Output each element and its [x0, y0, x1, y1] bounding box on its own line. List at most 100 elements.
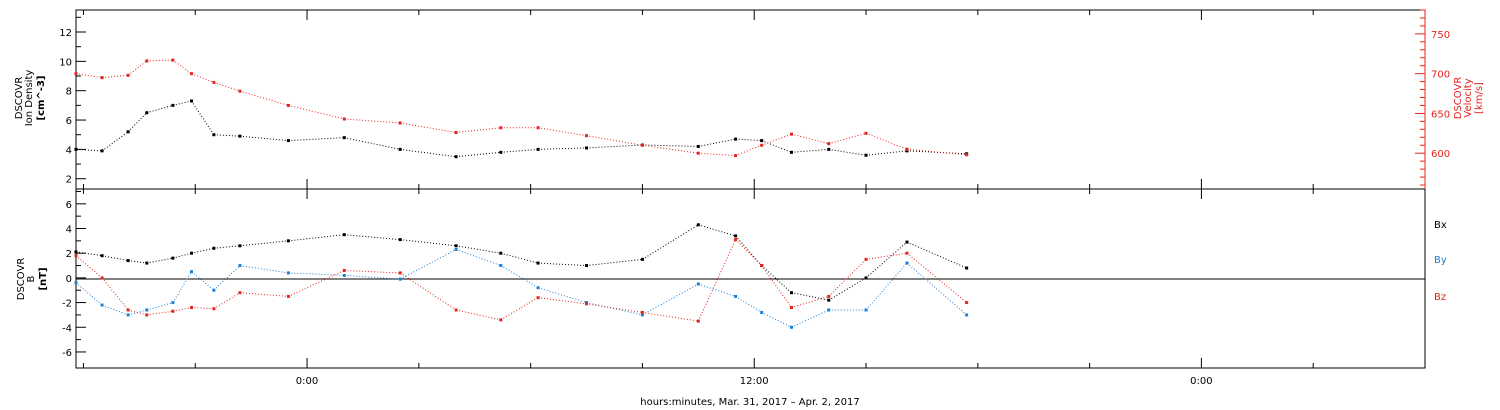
trace-By	[761, 312, 792, 328]
trace-Bz	[761, 265, 792, 308]
trace-By	[455, 249, 501, 267]
trace-density	[456, 151, 501, 158]
trace-Bx	[101, 255, 129, 262]
point-Bz	[74, 254, 78, 258]
trace-Bz	[865, 252, 908, 260]
trace-By	[213, 265, 241, 291]
trace-Bx	[828, 277, 867, 301]
trace-By	[191, 271, 215, 291]
trace-velocity	[538, 127, 587, 137]
trace-density	[344, 137, 401, 150]
trace-density	[500, 148, 539, 153]
trace-Bx	[538, 262, 587, 267]
trace-velocity	[213, 81, 241, 92]
trace-velocity	[400, 122, 457, 134]
trace-By	[865, 262, 908, 311]
trace-density	[239, 135, 289, 142]
trace-Bx	[191, 247, 214, 254]
data-points	[74, 58, 969, 329]
x-tick-label-0: 0:00	[296, 376, 318, 387]
trace-Bz	[344, 269, 401, 274]
y-tick-label-1-2: -2	[62, 299, 72, 310]
trace-density	[400, 148, 457, 158]
trace-density	[101, 131, 129, 152]
y-tick-label-1-1: -4	[62, 323, 72, 334]
trace-By	[537, 287, 587, 304]
point-Bz	[965, 301, 969, 305]
trace-density	[288, 137, 345, 142]
trace-velocity	[127, 60, 148, 76]
trace-density	[191, 100, 215, 135]
trace-Bx	[172, 252, 192, 259]
velocity-ylabel-line1: DSCOVR	[1453, 77, 1464, 120]
trace-Bz	[101, 277, 129, 311]
y-tick-label-1-5: 4	[66, 225, 72, 236]
trace-Bz	[500, 297, 539, 321]
trace-Bz	[172, 307, 192, 312]
trace-Bx	[642, 224, 699, 260]
trace-Bz	[642, 311, 699, 322]
trace-velocity	[456, 127, 501, 134]
trace-Bz	[75, 255, 103, 279]
trace-Bz	[906, 252, 967, 303]
x-axis-title: hours:minutes, Mar. 31, 2017 – Apr. 2, 2…	[640, 397, 859, 408]
bfield-ylabel-line3: [nT]	[38, 267, 49, 290]
trace-velocity	[75, 73, 103, 79]
trace-density	[172, 100, 192, 106]
trace-By	[75, 282, 103, 306]
trace-Bz	[828, 259, 867, 297]
trace-density	[865, 150, 908, 156]
y-tick-label-0-0: 2	[66, 175, 72, 186]
trace-Bx	[906, 241, 967, 269]
trace-velocity	[344, 118, 401, 124]
trace-density	[698, 138, 736, 147]
trace-By	[586, 302, 643, 316]
legend-bx: Bx	[1434, 220, 1447, 231]
velocity-ylabel-line2: Velocity	[1463, 78, 1474, 117]
trace-velocity	[791, 133, 829, 145]
y2-tick-label-3: 750	[1431, 30, 1450, 41]
trace-velocity	[172, 59, 192, 75]
trace-velocity	[906, 148, 967, 156]
density-velocity-panel-frame	[75, 9, 1426, 190]
trace-Bz	[213, 292, 241, 310]
trace-By	[698, 283, 736, 297]
trace-Bx	[865, 241, 908, 279]
trace-By	[791, 309, 829, 328]
trace-Bz	[288, 270, 345, 297]
trace-velocity	[698, 152, 736, 157]
velocity-ylabel-line3: [km/s]	[1474, 82, 1485, 114]
trace-Bz	[128, 309, 147, 316]
trace-Bx	[735, 235, 763, 266]
trace-Bz	[146, 310, 173, 316]
trace-Bx	[500, 252, 539, 264]
trace-By	[239, 265, 289, 274]
y-tick-label-1-0: -6	[62, 348, 72, 359]
trace-velocity	[239, 90, 289, 106]
trace-density	[127, 112, 148, 133]
trace-density	[828, 148, 867, 156]
density-ylabel-line2: Ion Density	[24, 70, 35, 127]
y-tick-label-1-3: 0	[66, 274, 72, 285]
trace-Bx	[761, 265, 792, 294]
trace-velocity	[735, 144, 762, 157]
trace-Bz	[697, 239, 737, 322]
trace-Bx	[146, 257, 173, 264]
legend-by: By	[1434, 255, 1447, 266]
trace-Bx	[128, 260, 147, 264]
trace-Bz	[399, 272, 457, 311]
trace-By	[101, 304, 129, 316]
trace-By	[288, 272, 345, 276]
bfield-ylabel-line1: DSCOVR	[16, 258, 27, 301]
trace-Bz	[586, 303, 643, 313]
trace-By	[642, 283, 699, 316]
trace-density	[586, 144, 643, 149]
y2-tick-label-2: 700	[1431, 70, 1450, 81]
trace-Bx	[344, 234, 401, 241]
trace-By	[399, 249, 457, 280]
y2-tick-label-1: 650	[1431, 109, 1450, 120]
trace-By	[172, 271, 192, 303]
trace-density	[213, 134, 240, 137]
trace-By	[906, 262, 967, 316]
point-By	[965, 313, 969, 317]
